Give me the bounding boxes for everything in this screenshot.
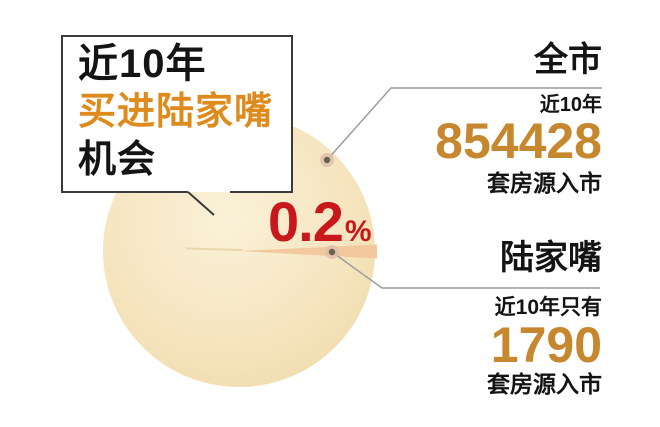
title-box-text: 近10年 买进陆家嘴 机会 — [78, 40, 273, 184]
callout-line-lujiazui — [331, 251, 600, 289]
title-line-1: 近10年 — [78, 42, 207, 86]
lujiazui-caption: 套房源入市 — [487, 371, 602, 397]
lujiazui-title: 陆家嘴 — [500, 239, 602, 277]
lujiazui-subtitle: 近10年只有 — [494, 296, 602, 319]
pie-slice-lujiazui — [240, 244, 377, 259]
callout-line-city — [326, 87, 602, 161]
callout-dot-city — [323, 156, 331, 164]
city-title: 全市 — [534, 41, 602, 79]
percent-label: 0.2% — [268, 194, 372, 250]
city-number: 854428 — [435, 113, 602, 169]
city-subtitle: 近10年 — [539, 94, 602, 116]
callout-dot-lujiazui — [328, 248, 336, 256]
percent-value: 0.2 — [268, 190, 344, 253]
slice-tip-line — [185, 247, 243, 251]
lujiazui-number: 1790 — [490, 317, 602, 373]
title-line-3: 机会 — [78, 139, 157, 181]
title-box-fill — [62, 36, 292, 192]
title-box-tail — [187, 191, 215, 216]
city-caption: 套房源入市 — [487, 170, 602, 196]
title-line-2: 买进陆家嘴 — [78, 91, 274, 133]
percent-sign: % — [344, 215, 372, 248]
title-box-border — [61, 35, 293, 193]
